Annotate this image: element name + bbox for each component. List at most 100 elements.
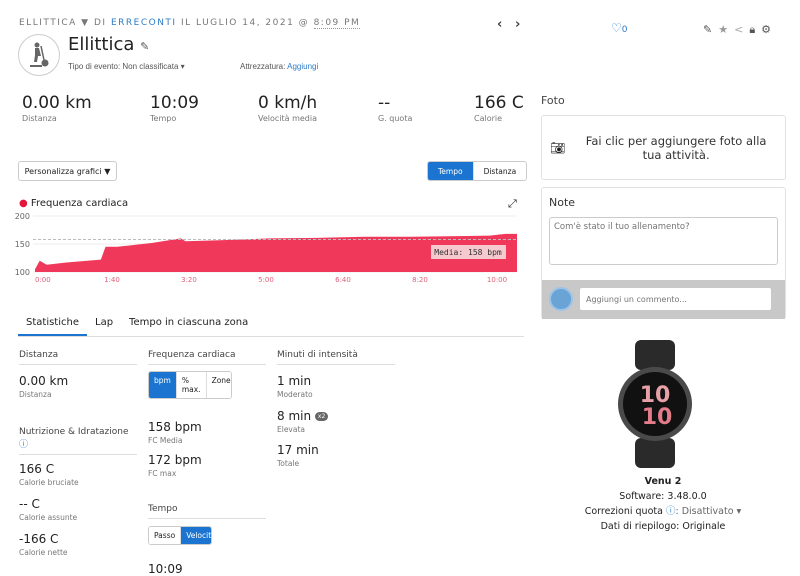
help-icon[interactable]: ⓘ — [19, 440, 29, 450]
kpi-speed: 0 km/h Velocità media — [258, 93, 318, 123]
edit-icon[interactable]: ✎ — [703, 23, 713, 36]
section-header: Frequenza cardiaca — [148, 350, 266, 365]
expand-icon[interactable]: ⤢ — [508, 197, 517, 210]
stat-value: 166 C — [19, 462, 55, 476]
device-image: 10 10 — [615, 340, 695, 472]
stat-label: FC Media — [148, 436, 183, 445]
chart-legend: ● Frequenza cardiaca — [19, 198, 128, 209]
date-text: IL LUGLIO 14, 2021 @ — [180, 18, 310, 28]
gear-icon[interactable]: ⚙ — [761, 23, 772, 36]
kpi-calories: 166 C Calorie — [474, 93, 524, 123]
notes-input[interactable] — [549, 217, 778, 265]
stat-label: Calorie assunte — [19, 513, 78, 522]
add-photo-button[interactable]: 📷︎ Fai clic per aggiungere foto alla tua… — [541, 115, 786, 180]
add-equipment-link[interactable]: Aggiungi — [287, 62, 319, 71]
lock-icon[interactable]: 🔒︎ — [749, 23, 756, 36]
elevation-dropdown[interactable]: : Disattivato ▾ — [675, 506, 742, 517]
stat-label: Distanza — [19, 390, 52, 399]
next-activity-button[interactable]: › — [515, 17, 521, 32]
multiplier-badge: x2 — [314, 412, 329, 421]
x-tick-label: 0:00 — [35, 276, 51, 284]
user-avatar — [549, 287, 573, 311]
device-info: Venu 2 Software: 3.48.0.0 Correzioni quo… — [540, 474, 786, 534]
x-tick-label: 1:40 — [104, 276, 120, 284]
camera-icon: 📷︎ — [550, 140, 566, 155]
stats-tabs: Statistiche Lap Tempo in ciascuna zona — [18, 314, 524, 337]
activity-type-dropdown[interactable]: ELLITTICA ▼ — [19, 18, 90, 28]
star-icon[interactable]: ★ — [718, 23, 729, 36]
average-label: Media: 158 bpm — [434, 248, 502, 257]
y-tick-label: 150 — [15, 240, 30, 249]
passo-toggle[interactable]: Passo — [149, 527, 182, 544]
comment-input[interactable] — [580, 288, 771, 310]
activity-type-icon — [18, 34, 60, 76]
hr-stats: Frequenza cardiaca bpm % max. Zone 158 b… — [148, 350, 266, 478]
distance-stats: Distanza 0.00 km Distanza — [19, 350, 137, 399]
stat-value: 8 min — [277, 409, 312, 423]
customize-charts-button[interactable]: Personalizza grafici ▼ — [18, 161, 117, 181]
x-axis-toggle: Tempo Distanza — [427, 161, 528, 181]
distanza-toggle[interactable]: Distanza — [473, 162, 527, 180]
page-title: Ellittica ✎ — [68, 34, 150, 55]
x-tick-label: 3:20 — [181, 276, 197, 284]
time-stats: Tempo Passo Velocità 10:09 — [148, 504, 266, 576]
stat-label: Totale — [277, 459, 300, 468]
photo-header: Foto — [541, 94, 565, 107]
help-icon[interactable]: ⓘ — [665, 506, 676, 517]
svg-text:10: 10 — [640, 383, 671, 408]
stat-label: FC max — [148, 469, 177, 478]
like-button[interactable]: ♡0 — [611, 21, 628, 35]
heart-rate-chart: 200 150 100 0:00 1:40 3:20 5:00 6:40 8:20 10:00 Me… — [15, 212, 517, 284]
by-text: DI — [93, 18, 107, 28]
tab-zone-time[interactable]: Tempo in ciascuna zona — [129, 317, 249, 328]
stat-value: 158 bpm — [148, 420, 202, 434]
svg-text:10: 10 — [642, 405, 673, 430]
stat-value: 17 min — [277, 443, 319, 457]
equipment: Attrezzatura: Aggiungi — [240, 62, 319, 71]
stat-value: 172 bpm — [148, 453, 202, 467]
average-label-bg — [431, 245, 506, 259]
tab-statistiche[interactable]: Statistiche — [18, 314, 87, 336]
velocita-toggle[interactable]: Velocità — [181, 527, 211, 544]
kpi-distance: 0.00 km Distanza — [22, 93, 92, 123]
prev-activity-button[interactable]: ‹ — [497, 17, 503, 32]
user-link[interactable]: ERRECONTI — [110, 18, 177, 28]
summary-data: Dati di riepilogo: Originale — [600, 521, 726, 532]
stat-value: -166 C — [19, 532, 59, 546]
zone-toggle[interactable]: Zone — [206, 372, 231, 398]
device-name: Venu 2 — [644, 476, 682, 487]
software-version: Software: 3.48.0.0 — [619, 491, 707, 502]
y-tick-label: 200 — [15, 212, 30, 221]
activity-actions: ✎ ★ < 🔒︎ ⚙ — [697, 18, 771, 37]
section-header: Minuti di intensità — [277, 350, 395, 365]
notes-header: Note — [549, 196, 576, 209]
share-icon[interactable]: < — [734, 23, 744, 36]
tab-lap[interactable]: Lap — [95, 317, 114, 328]
stat-label: Calorie bruciate — [19, 478, 79, 487]
heart-rate-area — [35, 233, 517, 272]
section-header: Tempo — [148, 504, 266, 519]
kpi-time: 10:09 Tempo — [150, 93, 199, 123]
kpi-grade: -- G. quota — [378, 93, 413, 123]
hr-mode-toggle: bpm % max. Zone — [148, 371, 232, 399]
event-type-dropdown[interactable]: Tipo di evento: Non classificata ▾ — [68, 62, 185, 71]
tempo-toggle[interactable]: Tempo — [428, 162, 474, 180]
stat-label: Calorie nette — [19, 548, 68, 557]
stat-value: 1 min — [277, 374, 312, 388]
stat-value: 10:09 — [148, 562, 183, 576]
photo-cta: Fai clic per aggiungere foto alla tua at… — [585, 133, 767, 162]
intensity-stats: Minuti di intensità 1 min Moderato 8 min … — [277, 350, 395, 468]
nutrition-stats: Nutrizione & Idratazione ⓘ 166 C Calorie b… — [19, 427, 137, 557]
bpm-toggle[interactable]: bpm — [149, 372, 177, 398]
stat-value: -- C — [19, 497, 40, 511]
edit-title-icon[interactable]: ✎ — [140, 40, 150, 53]
elevation-corrections: Correzioni quota ⓘ: Disattivato ▾ — [584, 506, 742, 517]
section-header: Nutrizione & Idratazione ⓘ — [19, 427, 137, 455]
section-header: Distanza — [19, 350, 137, 365]
notes-panel: Note — [541, 187, 786, 319]
pct-max-toggle[interactable]: % max. — [176, 372, 207, 398]
comment-bar — [542, 280, 785, 319]
time-text[interactable]: 8:09 PM — [313, 18, 361, 29]
chart-title: Frequenza cardiaca — [30, 198, 129, 209]
x-tick-label: 5:00 — [258, 276, 274, 284]
